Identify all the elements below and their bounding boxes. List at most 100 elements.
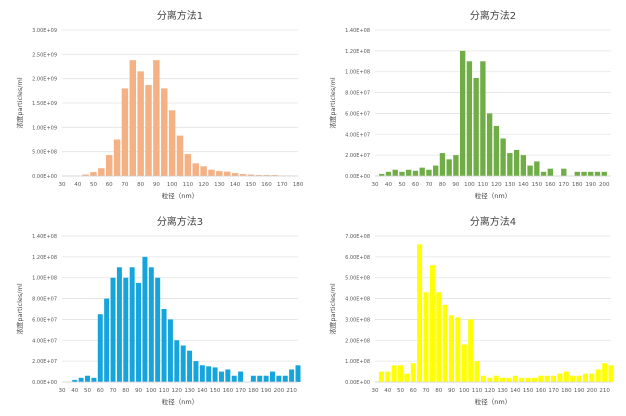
bar [155, 278, 160, 382]
bar [513, 376, 518, 382]
bar [475, 361, 480, 382]
bar [507, 153, 512, 176]
x-tick-label: 140 [510, 388, 521, 394]
chart-svg: 分离方法20.00E+002.00E+074.00E+076.00E+078.0… [313, 0, 626, 206]
bar [393, 170, 398, 176]
x-tick-label: 60 [412, 182, 419, 188]
bar [161, 88, 167, 176]
bar [447, 159, 452, 176]
x-tick-label: 60 [410, 388, 417, 394]
bar [392, 365, 397, 382]
bar [153, 60, 159, 176]
bar [420, 168, 425, 176]
x-tick-label: 30 [59, 182, 66, 188]
x-tick-label: 50 [84, 388, 91, 394]
bar [526, 378, 531, 382]
bar [460, 51, 465, 176]
bar [545, 376, 550, 382]
x-tick-label: 70 [423, 388, 430, 394]
x-tick-label: 80 [122, 388, 129, 394]
x-tick-label: 130 [505, 182, 516, 188]
x-axis-label: 粒径（nm） [475, 397, 511, 406]
bar [385, 372, 390, 382]
x-tick-label: 150 [210, 388, 221, 394]
bar [534, 161, 539, 176]
bar [98, 314, 103, 382]
bar [169, 110, 175, 176]
bar [114, 140, 120, 177]
bar [193, 163, 199, 176]
bar [494, 376, 499, 382]
x-tick-label: 170 [235, 388, 246, 394]
bar [399, 172, 404, 176]
bar [200, 365, 205, 382]
bar [468, 319, 473, 382]
y-tick-label: 4.00E+07 [345, 132, 370, 138]
bar [449, 315, 454, 382]
x-tick-label: 40 [384, 388, 391, 394]
x-tick-label: 140 [197, 388, 208, 394]
x-tick-label: 50 [397, 388, 404, 394]
bar [404, 374, 409, 382]
y-tick-label: 6.00E+07 [345, 111, 370, 117]
x-tick-label: 90 [452, 182, 459, 188]
x-tick-label: 30 [372, 182, 379, 188]
bar [467, 61, 472, 176]
y-tick-label: 8.00E+07 [32, 297, 57, 303]
bar [90, 172, 96, 176]
bar [251, 376, 256, 382]
chart-title: 分离方法4 [470, 215, 516, 228]
bar [276, 376, 281, 382]
y-tick-label: 0.00E+00 [345, 380, 370, 386]
x-tick-label: 160 [261, 182, 272, 188]
bar [136, 283, 141, 382]
bar [106, 155, 112, 176]
y-tick-label: 6.00E+07 [32, 317, 57, 323]
bar [168, 319, 173, 382]
bar [602, 363, 607, 382]
bar [149, 267, 154, 382]
bar [187, 351, 192, 382]
bar [232, 173, 238, 176]
bar [609, 365, 614, 382]
bar [462, 344, 467, 382]
x-tick-label: 190 [586, 182, 597, 188]
bar [296, 365, 301, 382]
bar [91, 378, 96, 382]
bar [443, 305, 448, 382]
x-tick-label: 70 [121, 182, 128, 188]
bar [500, 138, 505, 176]
x-tick-label: 100 [464, 182, 475, 188]
bar [538, 376, 543, 382]
x-tick-label: 110 [183, 182, 194, 188]
x-tick-label: 190 [574, 388, 585, 394]
y-axis-label: 浓度particles/ml [15, 283, 24, 334]
bar [224, 172, 230, 176]
x-tick-label: 180 [561, 388, 572, 394]
bar [430, 265, 435, 382]
bar [104, 299, 109, 382]
bar [506, 378, 511, 382]
y-tick-label: 1.40E+08 [345, 28, 370, 34]
bar [406, 170, 411, 176]
bar [557, 374, 562, 382]
x-tick-label: 40 [385, 182, 392, 188]
bar [481, 376, 486, 382]
bar [137, 71, 143, 176]
y-tick-label: 0.00E+00 [32, 380, 57, 386]
y-tick-label: 4.00E+07 [32, 338, 57, 344]
bar [583, 374, 588, 382]
bar [232, 376, 237, 382]
bar [548, 169, 553, 176]
x-tick-label: 100 [459, 388, 470, 394]
x-tick-label: 80 [435, 388, 442, 394]
chart-title: 分离方法3 [157, 215, 203, 228]
y-tick-label: 0.00E+00 [345, 174, 370, 180]
bar [413, 171, 418, 176]
bar [130, 267, 135, 382]
y-tick-label: 1.20E+08 [32, 255, 57, 261]
bar [398, 365, 403, 382]
bar [219, 372, 224, 382]
